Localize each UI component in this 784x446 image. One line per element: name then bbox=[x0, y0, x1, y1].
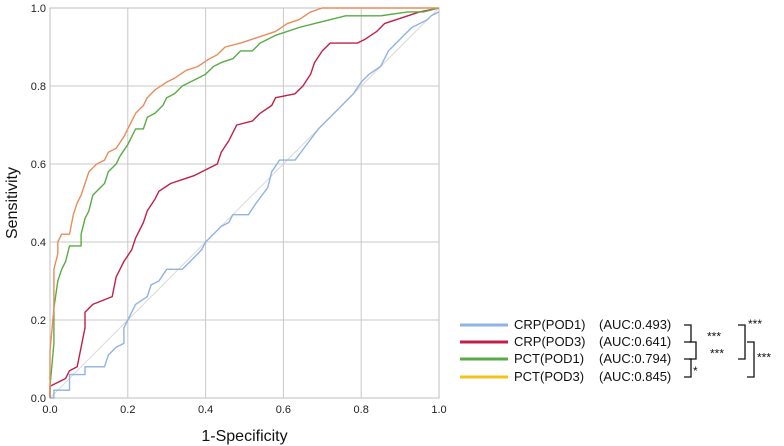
series-line-pct-pod1 bbox=[49, 7, 440, 398]
y-tick-label: 0.4 bbox=[31, 237, 46, 249]
legend-label-crp-pod3: CRP(POD3) bbox=[514, 334, 586, 349]
significance-label: *** bbox=[710, 347, 724, 361]
legend-auc-pct-pod1: (AUC:0.794) bbox=[599, 351, 671, 366]
x-tick-label: 0.4 bbox=[198, 404, 213, 416]
y-tick-label: 0.2 bbox=[31, 315, 46, 327]
y-tick-label: 0.8 bbox=[31, 81, 46, 93]
y-tick-label: 1.0 bbox=[31, 3, 46, 15]
y-tick-label: 0.0 bbox=[31, 393, 46, 405]
significance-label: *** bbox=[757, 351, 771, 365]
x-tick-labels: 0.0 0.2 0.4 0.6 0.8 1.0 bbox=[42, 404, 446, 416]
grid-lines bbox=[50, 8, 439, 398]
y-axis-title: Sensitivity bbox=[4, 167, 21, 239]
significance-brackets: ************* bbox=[684, 317, 771, 378]
legend-label-crp-pod1: CRP(POD1) bbox=[514, 317, 586, 332]
significance-label: *** bbox=[748, 317, 762, 331]
reference-diagonal bbox=[49, 7, 440, 399]
reference-line-layer bbox=[49, 7, 440, 399]
significance-label: * bbox=[693, 364, 698, 378]
x-tick-label: 0.0 bbox=[42, 404, 57, 416]
x-tick-label: 0.2 bbox=[120, 404, 135, 416]
significance-label: *** bbox=[707, 330, 721, 344]
significance-bracket bbox=[747, 341, 755, 378]
significance-bracket bbox=[684, 324, 692, 343]
x-tick-label: 0.6 bbox=[276, 404, 291, 416]
x-axis-title: 1-Specificity bbox=[201, 428, 287, 445]
y-tick-label: 0.6 bbox=[31, 159, 46, 171]
x-tick-label: 1.0 bbox=[431, 404, 446, 416]
legend-label-pct-pod1: PCT(POD1) bbox=[514, 351, 584, 366]
legend-auc-crp-pod3: (AUC:0.641) bbox=[599, 334, 671, 349]
x-tick-label: 0.8 bbox=[354, 404, 369, 416]
series-line-pct-pod3 bbox=[49, 7, 439, 398]
significance-bracket bbox=[689, 341, 697, 360]
series-line-crp-pod3 bbox=[49, 7, 440, 398]
significance-bracket bbox=[738, 324, 746, 360]
significance-bracket bbox=[684, 358, 692, 378]
legend-auc-crp-pod1: (AUC:0.493) bbox=[599, 317, 671, 332]
y-tick-labels: 0.0 0.2 0.4 0.6 0.8 1.0 bbox=[31, 3, 46, 405]
legend: CRP(POD1) (AUC:0.493) CRP(POD3) (AUC:0.641)… bbox=[460, 317, 671, 384]
legend-label-pct-pod3: PCT(POD3) bbox=[514, 369, 584, 384]
legend-auc-pct-pod3: (AUC:0.845) bbox=[599, 369, 671, 384]
series-line-crp-pod1 bbox=[50, 11, 440, 399]
roc-series-layer bbox=[49, 7, 440, 399]
